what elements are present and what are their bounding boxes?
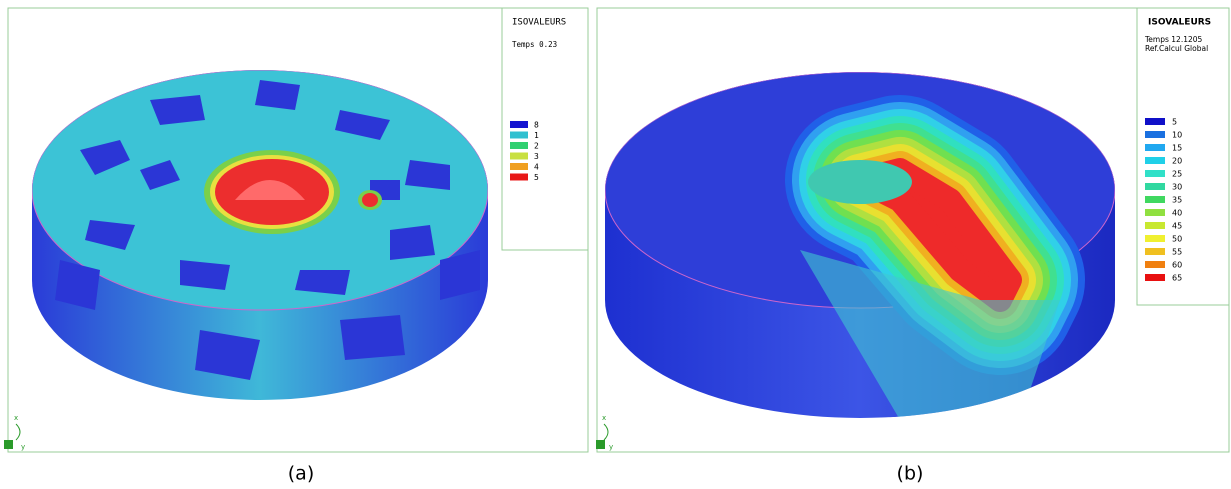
legend-swatch — [1145, 157, 1165, 164]
legend-label: 8 — [534, 121, 539, 130]
legend-swatch — [1145, 235, 1165, 242]
legend-label: 35 — [1172, 196, 1182, 205]
legend-swatch — [1145, 118, 1165, 125]
legend-label: 10 — [1172, 131, 1182, 140]
legend-swatch — [1145, 209, 1165, 216]
legend-title: ISOVALEURS — [1148, 18, 1211, 28]
legend-swatch — [1145, 222, 1165, 229]
reference-label: Ref.Calcul Global — [1145, 44, 1208, 53]
legend-label: 40 — [1172, 209, 1182, 218]
figure: ISOVALEURSTemps 0.23812345xy(a)ISOVALEUR… — [0, 0, 1231, 489]
axis-x-label: x — [602, 414, 606, 422]
time-label: Temps 0.23 — [512, 40, 557, 49]
legend-label: 5 — [534, 173, 539, 182]
time-label: Temps 12.1205 — [1144, 35, 1203, 44]
caption: (a) — [288, 463, 314, 485]
legend-swatch — [510, 121, 528, 128]
legend-swatch — [1145, 248, 1165, 255]
legend-label: 3 — [534, 152, 539, 161]
legend-swatch — [510, 132, 528, 139]
axis-origin — [596, 440, 605, 449]
legend-label: 15 — [1172, 144, 1182, 153]
legend-label: 2 — [534, 142, 539, 151]
legend-label: 5 — [1172, 118, 1177, 127]
legend-swatch — [510, 174, 528, 181]
legend-label: 60 — [1172, 261, 1182, 270]
legend-swatch — [510, 153, 528, 160]
legend-swatch — [510, 163, 528, 170]
legend-label: 65 — [1172, 274, 1182, 283]
axis-y-label: y — [609, 443, 613, 451]
legend-label: 20 — [1172, 157, 1182, 166]
legend-label: 30 — [1172, 183, 1182, 192]
legend-swatch — [1145, 274, 1165, 281]
axis-origin — [4, 440, 13, 449]
axis-x-label: x — [14, 414, 18, 422]
legend-label: 55 — [1172, 248, 1182, 257]
legend-swatch — [1145, 131, 1165, 138]
legend-label: 45 — [1172, 222, 1182, 231]
legend-label: 25 — [1172, 170, 1182, 179]
legend-title: ISOVALEURS — [512, 18, 566, 28]
legend-swatch — [1145, 170, 1165, 177]
legend-swatch — [1145, 196, 1165, 203]
figure-canvas: ISOVALEURSTemps 0.23812345xy(a)ISOVALEUR… — [0, 0, 1231, 489]
legend-swatch — [1145, 144, 1165, 151]
legend-label: 4 — [534, 163, 539, 172]
legend-swatch — [1145, 261, 1165, 268]
caption: (b) — [897, 463, 924, 485]
legend-swatch — [1145, 183, 1165, 190]
legend-swatch — [510, 142, 528, 149]
legend-label: 50 — [1172, 235, 1182, 244]
legend-label: 1 — [534, 131, 539, 140]
axis-y-label: y — [21, 443, 25, 451]
